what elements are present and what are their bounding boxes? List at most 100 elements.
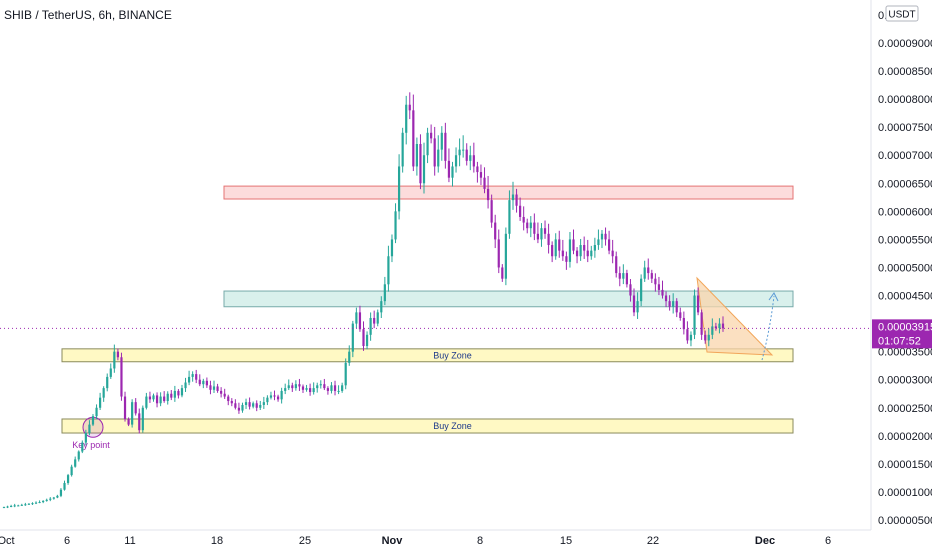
- projection-arrow[interactable]: [761, 295, 775, 361]
- candle-body: [116, 351, 120, 358]
- candle-body: [13, 505, 16, 507]
- candle-body: [551, 245, 554, 257]
- candle-body: [458, 149, 461, 156]
- candle-body: [629, 284, 632, 296]
- candle-body: [383, 284, 386, 302]
- candle-body: [444, 132, 447, 161]
- candle-body: [148, 396, 152, 400]
- candle-body: [672, 301, 675, 307]
- candle-body: [333, 385, 337, 391]
- buy-zone-upper-zone[interactable]: [61, 348, 794, 363]
- candle-body: [358, 312, 362, 330]
- candle-body: [604, 233, 607, 240]
- candle-body: [483, 177, 486, 189]
- candle-body: [216, 386, 219, 391]
- candle-body: [220, 390, 223, 394]
- candle-body: [536, 233, 540, 240]
- candle-body: [202, 380, 205, 385]
- candle-body: [405, 104, 408, 133]
- candle-body: [607, 239, 611, 251]
- candle-body: [27, 503, 31, 505]
- time-tick-label: 6: [825, 535, 831, 547]
- projection-arrow-head: [768, 292, 779, 302]
- candle-body: [454, 155, 458, 167]
- candle-body: [99, 397, 102, 408]
- candle-body: [618, 273, 621, 279]
- candle-body: [640, 278, 643, 302]
- candle-body: [515, 194, 518, 206]
- candle-body: [330, 385, 333, 391]
- price-tick-label: 0.00009000: [878, 38, 932, 50]
- candle-body: [298, 384, 301, 387]
- candle-body: [636, 301, 639, 313]
- time-tick-label: Dec: [755, 535, 775, 547]
- mid-zone[interactable]: [223, 290, 794, 308]
- candle-body: [714, 326, 717, 329]
- time-tick-label: 15: [560, 535, 572, 547]
- candle-body: [145, 396, 148, 408]
- candle-body: [547, 233, 550, 246]
- candle-body: [586, 250, 589, 257]
- candle-body: [422, 155, 426, 184]
- candle-body: [38, 502, 41, 504]
- candle-body: [276, 396, 280, 400]
- candle-body: [269, 395, 273, 398]
- candle-body: [138, 413, 141, 431]
- candle-body: [319, 384, 322, 386]
- candle-body: [611, 250, 614, 257]
- candle-body: [227, 396, 230, 402]
- candle-body: [533, 222, 536, 234]
- candle-body: [522, 216, 525, 223]
- candle-body: [259, 404, 262, 408]
- triangle-pattern[interactable]: [696, 276, 774, 356]
- candle-body: [20, 504, 23, 506]
- candle-body: [632, 295, 636, 313]
- candle-body: [280, 390, 283, 400]
- candle-body: [433, 138, 436, 167]
- candle-body: [120, 357, 123, 397]
- candle-body: [141, 407, 144, 431]
- price-tick-label: 0.00005000: [878, 262, 932, 274]
- candle-body: [668, 301, 671, 307]
- candle-body: [373, 317, 376, 324]
- price-tick-label: 0.00006500: [878, 178, 932, 190]
- currency-button[interactable]: [885, 5, 919, 22]
- candle-body: [465, 149, 468, 161]
- candle-body: [679, 312, 682, 318]
- annotation-layer: Key point: [72, 276, 774, 450]
- candle-body: [387, 256, 390, 285]
- candle-body: [501, 267, 504, 279]
- candle-body: [301, 386, 305, 390]
- candle-body: [262, 402, 265, 405]
- candle-body: [419, 144, 422, 184]
- candle-body: [70, 466, 73, 476]
- candle-body: [704, 334, 707, 341]
- candle-body: [56, 495, 59, 498]
- candle-body: [17, 505, 20, 507]
- buy-zone-lower-zone[interactable]: [61, 418, 794, 434]
- candle-body: [355, 312, 358, 324]
- time-axis: Oct 6 11 18 25 Nov 8 15 22 Dec 6: [0, 535, 831, 547]
- candle-body: [593, 245, 596, 251]
- candle-body: [52, 497, 55, 499]
- candle-body: [6, 506, 9, 508]
- candle-body: [643, 267, 646, 279]
- candle-body: [241, 404, 244, 411]
- candle-body: [284, 388, 287, 391]
- candle-body: [123, 396, 127, 419]
- candle-body: [198, 379, 201, 385]
- candle-body: [543, 228, 547, 234]
- candle-body: [95, 407, 98, 417]
- candle-body: [380, 301, 383, 313]
- resistance-zone[interactable]: [223, 185, 794, 200]
- candle-body: [511, 194, 515, 201]
- candle-body: [170, 393, 173, 398]
- candle-body: [700, 312, 703, 335]
- candle-body: [45, 499, 48, 501]
- candle-body: [2, 507, 6, 509]
- candle-body: [106, 376, 109, 389]
- key-point-label: Key point: [72, 440, 110, 450]
- candle-body: [237, 407, 241, 411]
- candle-body: [657, 284, 661, 290]
